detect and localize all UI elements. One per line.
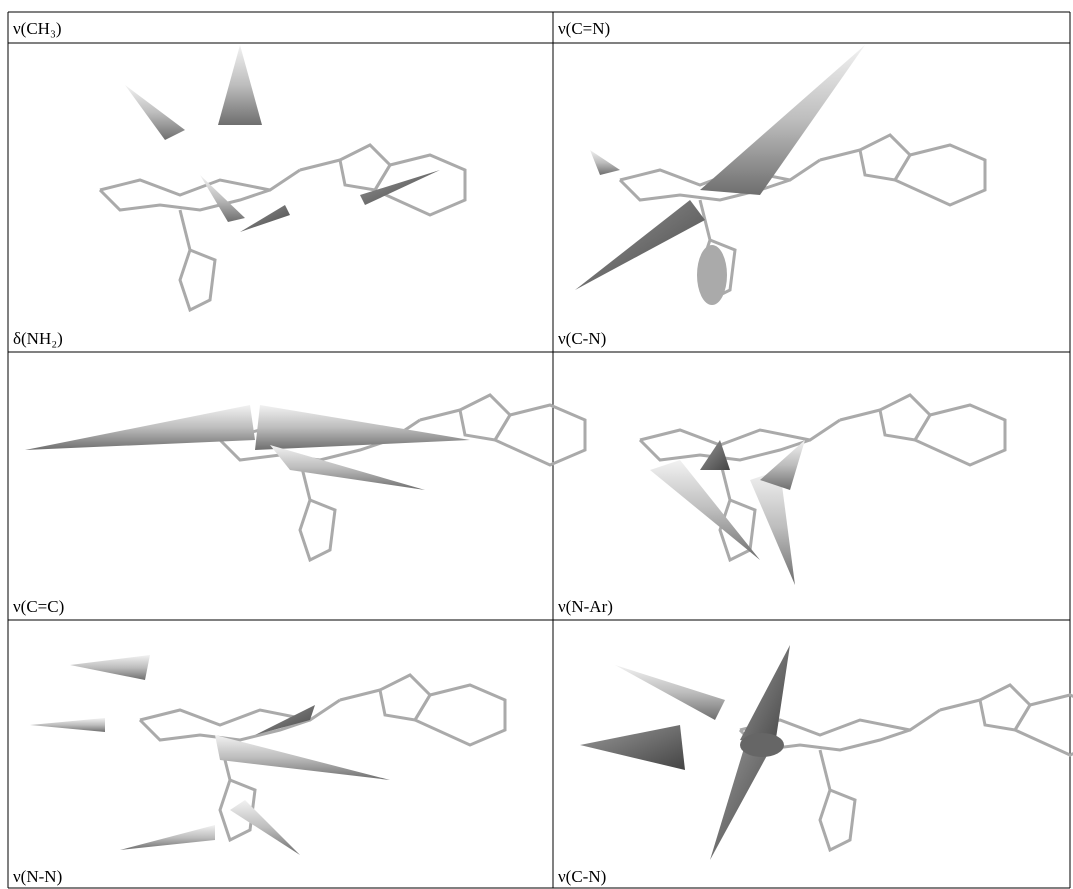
molecule-panel: [30, 655, 505, 855]
panel-label: δ(NH₂): [13, 329, 63, 348]
panel-label: ν(C-N): [558, 329, 606, 348]
molecule-panel: [100, 45, 465, 310]
panel-label: ν(C-N): [558, 867, 606, 886]
molecule-panel: [25, 395, 585, 560]
panel-label: ν(CH₃): [13, 19, 62, 38]
molecule-panel: [580, 645, 1073, 860]
figure: ν(CH₃) ν(C=N) δ(NH₂) ν(C-N) ν(C=C) ν(N-A…: [0, 0, 1073, 889]
panel-label: ν(N-Ar): [558, 597, 613, 616]
molecule-panel: [575, 45, 985, 305]
molecule-panel: [640, 395, 1005, 585]
panel-label: ν(C=C): [13, 597, 64, 616]
panel-label: ν(N-N): [13, 867, 62, 886]
panel-label: ν(C=N): [558, 19, 610, 38]
